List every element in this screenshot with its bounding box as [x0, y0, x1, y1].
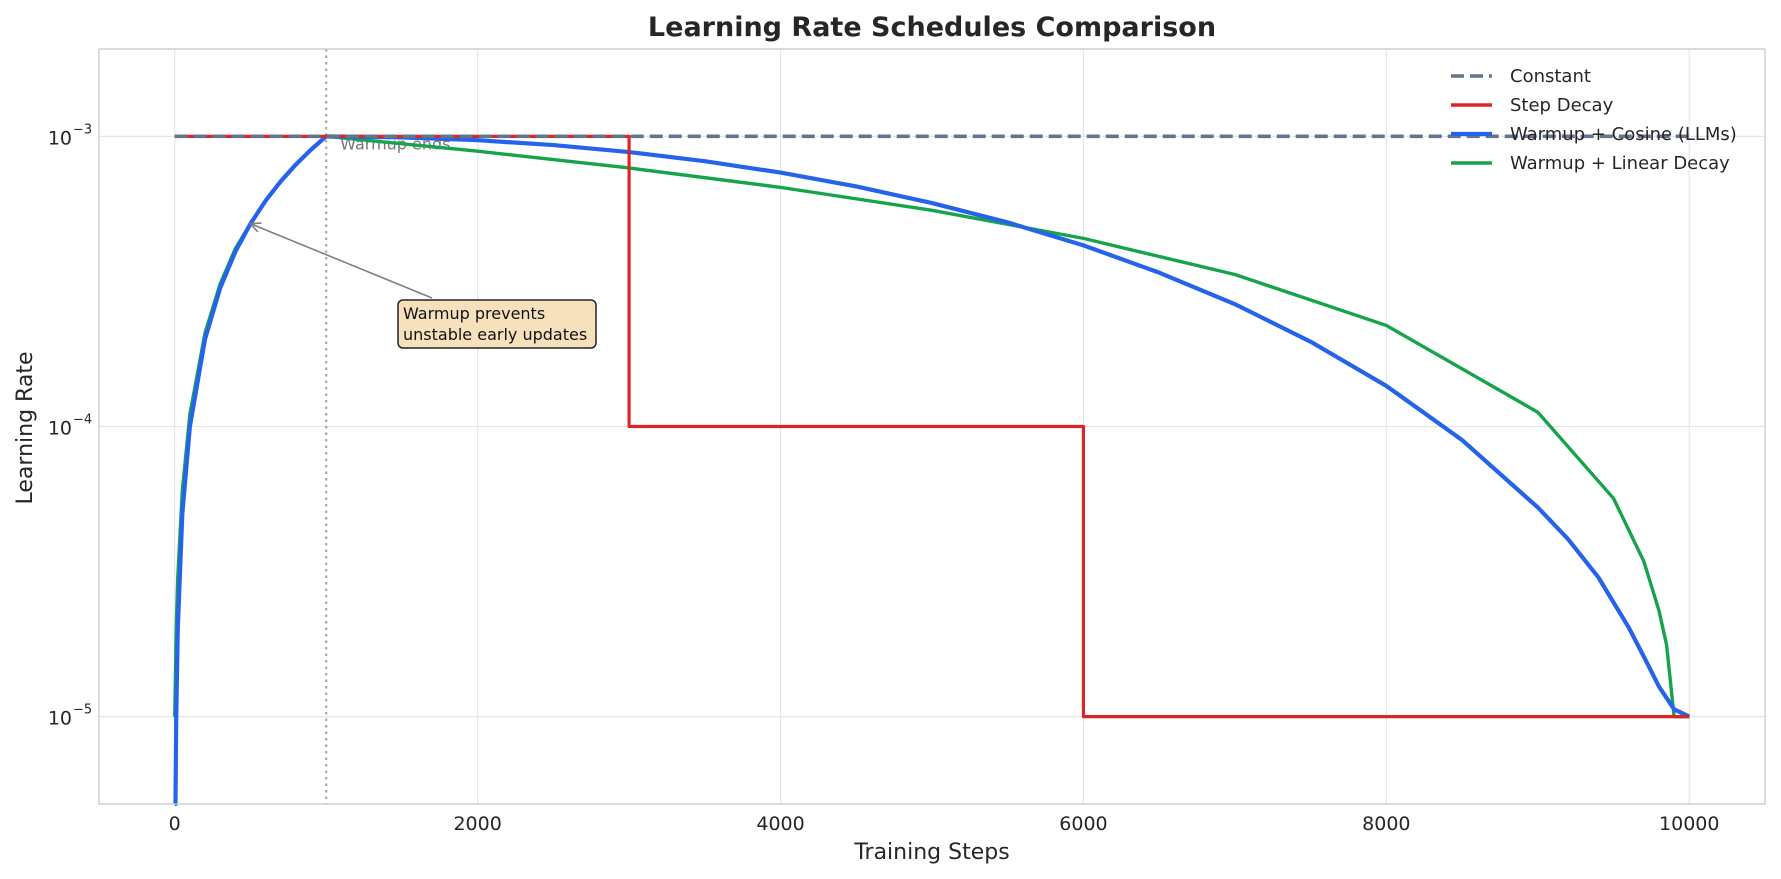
y-axis-label: Learning Rate [13, 352, 38, 505]
legend-label-2: Warmup + Cosine (LLMs) [1510, 124, 1737, 145]
series-group [173, 134, 1691, 807]
annotation-arrow [250, 222, 433, 299]
series-line-1 [174, 134, 1690, 719]
y-tick-exponent: −3 [73, 122, 92, 137]
x-tick-label: 10000 [1659, 813, 1719, 835]
annotation-group: Warmup prevents unstable early updates [248, 222, 597, 349]
x-tick-label: 4000 [756, 813, 804, 835]
x-axis-label: Training Steps [853, 840, 1009, 865]
legend: Constant Step Decay Warmup + Cosine (LLMs)… [1451, 66, 1737, 174]
legend-label-1: Step Decay [1510, 95, 1614, 116]
x-tick-label: 8000 [1362, 813, 1410, 835]
plot-frame [98, 48, 1766, 805]
y-tick-label: 10 [48, 418, 72, 440]
chart-title: Learning Rate Schedules Comparison [648, 12, 1216, 43]
x-tick-label: 6000 [1059, 813, 1107, 835]
legend-label-3: Warmup + Linear Decay [1510, 153, 1730, 174]
y-ticks: 10−510−410−3 [48, 122, 92, 729]
y-tick-exponent: −5 [73, 703, 92, 718]
y-tick-label: 10 [48, 708, 72, 730]
series-line-2 [173, 134, 1691, 807]
y-tick-label: 10 [48, 127, 72, 149]
annotation-line-1: Warmup prevents [403, 304, 545, 323]
x-tick-label: 2000 [453, 813, 501, 835]
annotation-line-2: unstable early updates [403, 325, 587, 344]
x-tick-label: 0 [169, 813, 181, 835]
annotation-arrowhead [248, 222, 262, 233]
x-ticks: 0 2000 4000 6000 8000 10000 [169, 813, 1720, 835]
annotation-box [397, 299, 597, 349]
y-tick-exponent: −4 [73, 413, 92, 428]
legend-label-0: Constant [1510, 66, 1591, 87]
